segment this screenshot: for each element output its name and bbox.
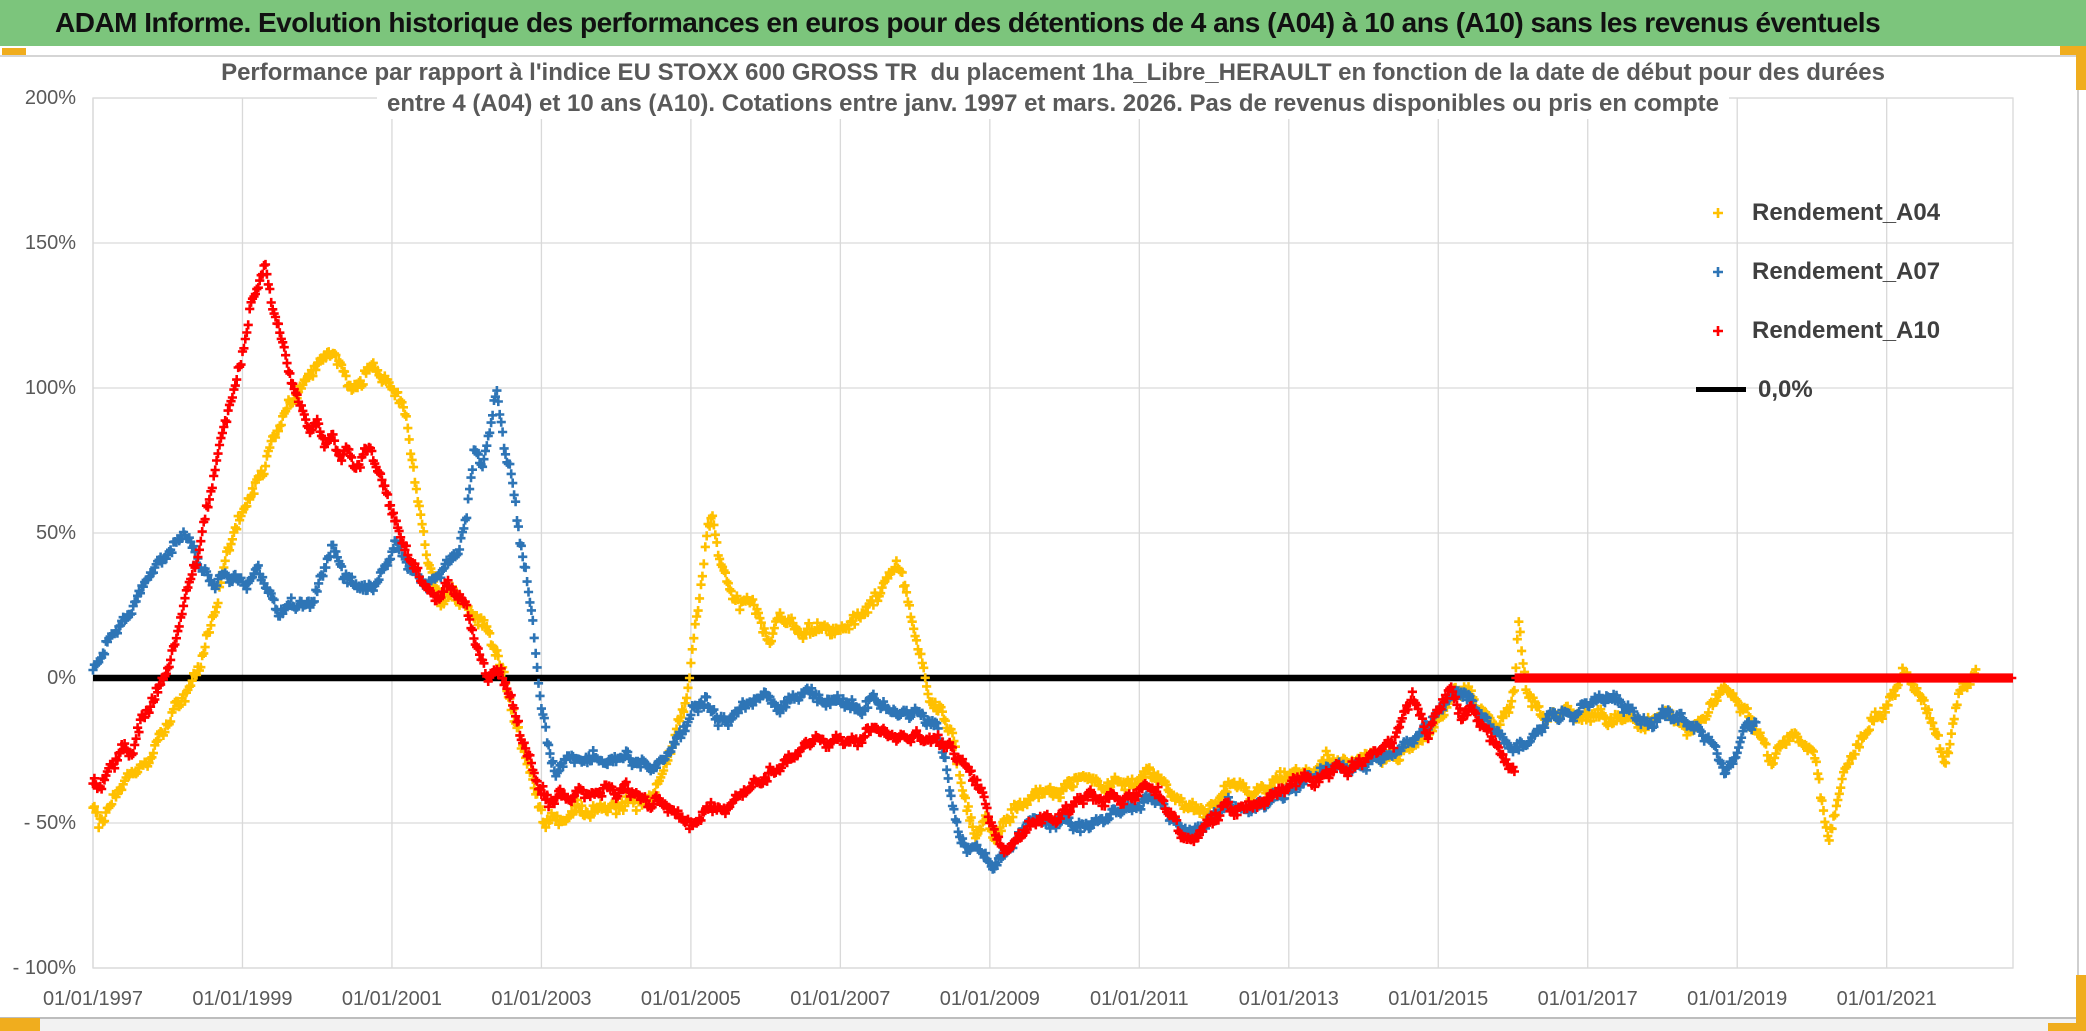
chart-canvas (0, 46, 2086, 1031)
report-title: ADAM Informe. Evolution historique des p… (55, 7, 1881, 38)
legend-entry: 0,0% (1692, 360, 1940, 419)
sheet-right-edge-line (2077, 56, 2079, 1031)
x-tick-label: 01/01/2001 (341, 988, 442, 1010)
legend-plus-marker-icon (1692, 265, 1744, 279)
chart-legend: Rendement_A04 Rendement_A07 Rendement_A10 0… (1692, 183, 1940, 419)
bottom-band (0, 1019, 2086, 1031)
legend-line-swatch (1692, 387, 1750, 392)
orange-corner-mark-bottom-left (0, 1018, 40, 1031)
x-tick-label: 01/01/1997 (42, 988, 144, 1010)
orange-corner-mark-bottom-right-v (2076, 975, 2086, 1031)
x-tick-label: 01/01/2007 (790, 988, 891, 1010)
bottom-gridline (0, 1017, 2086, 1019)
y-tick-label: 0% (47, 667, 76, 689)
legend-label: 0,0% (1758, 375, 1813, 403)
x-tick-label: 01/01/2017 (1537, 988, 1638, 1010)
legend-entry: Rendement_A07 (1692, 242, 1940, 301)
x-tick-label: 01/01/2003 (491, 988, 592, 1010)
x-tick-label: 01/01/2013 (1238, 988, 1339, 1010)
x-tick-label: 01/01/2021 (1836, 988, 1937, 1010)
chart-title-line-2: entre 4 (A04) et 10 ans (A10). Cotations… (376, 88, 1730, 119)
series-Rendement_A04 (88, 347, 1981, 846)
legend-label: Rendement_A04 (1752, 198, 1941, 226)
x-tick-label: 01/01/2011 (1090, 988, 1189, 1010)
legend-plus-marker-icon (1692, 206, 1744, 220)
x-tick-label: 01/01/2015 (1388, 988, 1489, 1010)
legend-plus-marker-icon (1692, 324, 1744, 338)
y-tick-label: 100% (24, 377, 76, 399)
y-tick-label: 50% (35, 522, 76, 544)
chart-title: Performance par rapport à l'indice EU ST… (93, 57, 2013, 119)
x-tick-label: 01/01/2005 (640, 988, 741, 1010)
x-tick-label: 01/01/2009 (939, 988, 1040, 1010)
y-tick-label: - 100% (12, 957, 76, 979)
legend-entry: Rendement_A10 (1692, 301, 1940, 360)
y-tick-label: - 50% (23, 812, 76, 834)
orange-corner-mark-top-right-h (2060, 46, 2086, 55)
chart-title-line-1: Performance par rapport à l'indice EU ST… (211, 57, 1895, 88)
orange-corner-mark-top-left (2, 48, 26, 55)
orange-corner-mark-top-right-v (2076, 46, 2086, 90)
legend-label: Rendement_A10 (1752, 316, 1941, 344)
y-tick-label: 150% (24, 232, 76, 254)
y-tick-label: 200% (24, 87, 76, 109)
report-header-bar: ADAM Informe. Evolution historique des p… (0, 0, 2086, 46)
legend-entry: Rendement_A04 (1692, 183, 1940, 242)
legend-label: Rendement_A07 (1752, 257, 1941, 285)
x-tick-label: 01/01/2019 (1687, 988, 1788, 1010)
header-divider-line (0, 55, 2078, 57)
x-tick-label: 01/01/1999 (192, 988, 293, 1010)
orange-corner-mark-bottom-right-h (2048, 1023, 2086, 1031)
